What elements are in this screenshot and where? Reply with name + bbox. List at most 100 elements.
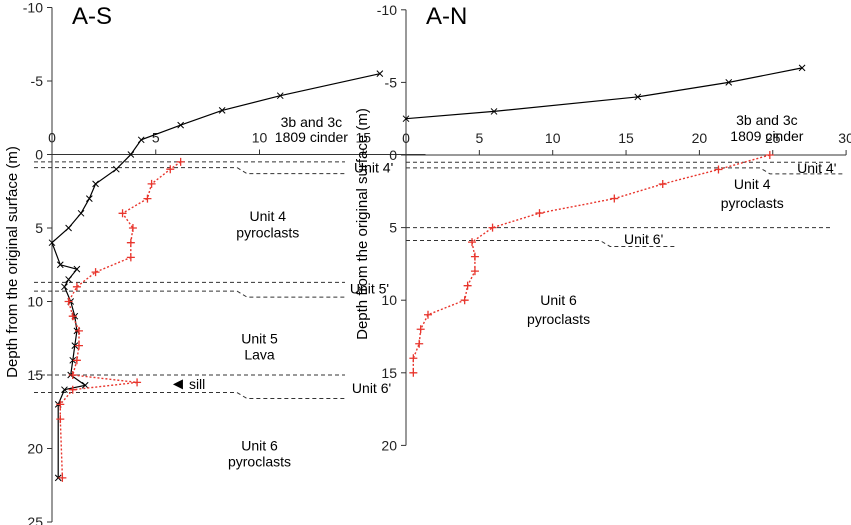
series-line — [59, 161, 182, 478]
annotation-label: pyroclasts — [228, 454, 291, 470]
data-point — [92, 180, 99, 188]
y-tick-label: 10 — [381, 292, 397, 308]
y-tick-label: -5 — [385, 74, 398, 90]
data-point — [166, 165, 175, 174]
data-point — [468, 238, 477, 247]
axes: -10 -5 0 5 10 15 20 25 0 5 10 15 — [23, 0, 426, 525]
data-point — [68, 312, 77, 321]
data-point — [112, 165, 120, 173]
boundary-bottom-line — [406, 167, 845, 175]
data-point — [276, 92, 284, 100]
y-tick-label: 5 — [389, 220, 397, 236]
annotation-label: 1809 cinder — [730, 128, 804, 144]
data-point — [218, 107, 226, 114]
annotation-label: pyroclasts — [721, 195, 784, 211]
data-point — [765, 151, 774, 159]
data-point — [81, 381, 89, 389]
data-point — [177, 121, 185, 129]
data-point — [634, 93, 642, 101]
annotation-label: 3b and 3c — [736, 112, 798, 128]
annotation-label: sill — [189, 376, 205, 392]
x-tick-label: 20 — [692, 130, 708, 146]
data-point — [416, 325, 425, 334]
y-tick-label: 10 — [27, 294, 43, 310]
data-point — [126, 238, 135, 247]
data-point — [460, 296, 469, 305]
data-point — [48, 239, 56, 247]
axes: -10 -5 0 5 10 15 20 0 5 10 15 20 25 30 — [377, 2, 851, 454]
data-point — [147, 179, 156, 188]
x-tick-label: 25 — [765, 130, 781, 146]
data-point — [73, 265, 81, 273]
data-point — [143, 194, 152, 203]
annotation-label: Unit 4 — [734, 176, 771, 192]
data-point — [610, 194, 619, 203]
data-point — [85, 195, 93, 202]
annotation-label: pyroclasts — [236, 224, 299, 240]
series-black — [402, 64, 806, 123]
series-group — [402, 64, 806, 377]
data-point — [714, 165, 723, 174]
data-point — [376, 70, 384, 78]
data-point — [61, 386, 68, 394]
data-point — [65, 224, 72, 232]
data-point — [65, 276, 72, 283]
data-point — [415, 339, 424, 348]
y-axis-label: Depth from the original surface (m) — [354, 108, 371, 340]
x-tick-label: 15 — [355, 130, 371, 146]
data-point — [91, 268, 100, 277]
data-point — [470, 252, 479, 261]
annotation-label: Unit 6' — [352, 380, 391, 396]
data-point — [61, 283, 68, 291]
data-point — [118, 209, 127, 218]
boundary-lines — [34, 161, 345, 400]
data-point — [74, 326, 83, 335]
annotation-label: 3b and 3c — [281, 114, 343, 130]
y-tick-label: -10 — [23, 0, 43, 16]
data-point — [725, 79, 733, 86]
y-tick-label: 15 — [381, 365, 397, 381]
data-point — [409, 368, 418, 377]
data-point — [58, 473, 67, 482]
annotation-label: 1809 cinder — [275, 129, 349, 145]
annotation-label: pyroclasts — [527, 311, 590, 327]
series-red — [56, 157, 185, 482]
y-tick-label: 20 — [27, 441, 43, 457]
annotation-label: Unit 5' — [350, 280, 389, 296]
boundary-bottom-line — [34, 290, 345, 298]
boundary-bottom-line — [34, 392, 345, 400]
y-tick-label: 0 — [389, 147, 397, 163]
boundary-lines — [406, 161, 845, 247]
annotation-label: Lava — [244, 346, 275, 362]
data-point — [68, 385, 77, 394]
data-point — [56, 415, 65, 424]
y-tick-label: 15 — [27, 367, 43, 383]
x-tick-label: 30 — [838, 130, 851, 146]
chart-panel-a-s: A-S Depth from the original surface (m) … — [4, 0, 426, 525]
data-point — [72, 282, 81, 291]
series-red — [409, 151, 774, 377]
boundary-bottom-line — [406, 239, 675, 247]
y-tick-label: 0 — [35, 147, 43, 163]
data-point — [133, 378, 142, 387]
x-tick-label: 15 — [618, 130, 634, 146]
data-point — [658, 180, 667, 189]
y-tick-label: -5 — [31, 73, 44, 89]
data-point — [71, 342, 79, 349]
boundary-bottom-line — [34, 167, 345, 175]
data-point — [798, 64, 806, 72]
data-point — [176, 157, 185, 166]
data-point — [137, 136, 145, 144]
annotation-label: Unit 4' — [797, 160, 836, 176]
panel-title: A-N — [426, 3, 467, 30]
data-point — [470, 267, 479, 276]
annotation-label: Unit 4' — [354, 160, 393, 176]
data-point — [127, 151, 135, 158]
data-point — [72, 356, 81, 365]
data-point — [463, 281, 472, 290]
x-tick-label: 5 — [475, 130, 483, 146]
x-tick-label: 10 — [252, 130, 268, 146]
